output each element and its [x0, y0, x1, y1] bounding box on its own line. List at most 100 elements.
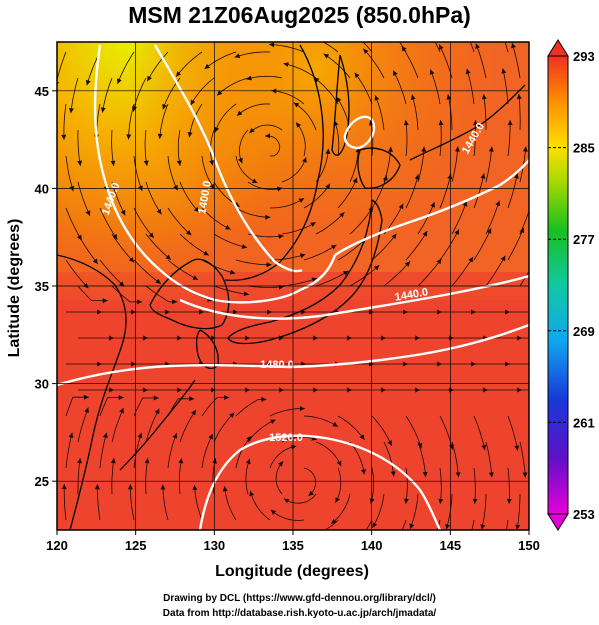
- streamline: [268, 44, 305, 53]
- streamline-arrow: [308, 490, 314, 496]
- streamline: [283, 493, 317, 504]
- streamline: [77, 407, 89, 443]
- streamline-arrow: [359, 434, 365, 440]
- colorbar-tick-label-253: 253: [573, 507, 595, 522]
- streamline: [269, 197, 305, 209]
- streamline: [57, 51, 67, 82]
- x-tick-label-130: 130: [203, 538, 225, 553]
- streamline: [213, 412, 235, 443]
- hokkaido: [357, 147, 401, 189]
- streamline-arrow: [455, 472, 461, 478]
- contour-1440-west: [93, 44, 337, 304]
- streamline-arrow: [454, 229, 459, 235]
- streamline: [102, 77, 113, 113]
- streamline: [417, 146, 425, 183]
- streamline-arrow: [437, 361, 442, 367]
- streamline: [519, 441, 526, 478]
- streamline: [188, 103, 203, 138]
- y-axis: 25 30 35 40 45: [35, 84, 57, 489]
- streamline-arrow: [245, 387, 250, 393]
- streamline: [99, 259, 125, 287]
- streamline: [473, 173, 485, 209]
- streamline: [303, 244, 337, 261]
- streamline: [349, 441, 365, 475]
- streamline: [201, 207, 231, 230]
- streamline-arrow: [189, 396, 195, 402]
- streamline-arrow: [390, 546, 395, 552]
- streamline-arrow: [325, 148, 331, 154]
- streamline-arrow: [117, 78, 122, 84]
- streamline: [281, 221, 316, 235]
- streamline: [392, 70, 407, 105]
- streamline-arrow: [148, 232, 154, 238]
- streamline: [133, 259, 162, 285]
- streamline: [417, 201, 435, 235]
- streamline-arrow: [343, 270, 349, 276]
- streamline-arrow: [209, 160, 214, 166]
- streamline-arrow: [112, 233, 118, 240]
- streamline: [201, 259, 236, 274]
- streamline-arrow: [429, 69, 435, 75]
- x-axis-label: Longitude (degrees): [215, 563, 369, 580]
- streamline-arrow: [109, 335, 114, 341]
- streamline: [365, 519, 373, 530]
- streamline-arrow: [77, 160, 83, 166]
- streamline-arrow: [336, 96, 342, 103]
- streamline-arrow: [382, 175, 388, 181]
- streamline-arrow: [517, 335, 522, 341]
- streamline-arrow: [214, 126, 220, 133]
- streamline: [99, 207, 118, 240]
- streamline: [216, 77, 249, 96]
- streamline: [70, 77, 79, 114]
- streamline: [447, 94, 453, 131]
- streamline: [417, 258, 442, 287]
- streamline-arrow: [437, 309, 442, 315]
- streamline: [507, 227, 525, 261]
- streamline: [179, 181, 200, 213]
- streamline-arrow: [438, 120, 444, 126]
- streamline-arrow: [298, 198, 305, 203]
- streamline-arrow: [339, 212, 345, 218]
- streamline-arrow: [307, 533, 312, 538]
- streamline: [269, 253, 306, 261]
- streamline: [293, 102, 317, 131]
- streamline: [167, 155, 178, 191]
- streamline: [271, 90, 305, 105]
- streamline: [335, 467, 342, 503]
- streamline: [65, 259, 89, 289]
- streamline: [97, 484, 101, 521]
- streamline-arrow: [421, 146, 427, 152]
- streamline-arrow: [211, 387, 216, 393]
- streamline-arrow: [270, 419, 276, 424]
- streamline-arrow: [234, 53, 241, 59]
- streamline: [473, 415, 486, 451]
- streamline-arrow: [128, 257, 135, 263]
- streamline-arrow: [187, 132, 193, 138]
- streamline: [473, 120, 476, 157]
- streamline-arrow: [505, 361, 510, 367]
- streamline: [323, 53, 351, 79]
- streamline: [270, 509, 305, 521]
- streamline-arrow: [515, 524, 521, 530]
- streamline-arrow: [208, 433, 213, 440]
- streamline: [275, 461, 284, 495]
- streamline-arrow: [119, 281, 125, 287]
- streamline: [117, 51, 135, 85]
- streamline: [370, 467, 375, 504]
- streamline-arrow: [204, 63, 210, 69]
- streamline-arrow: [192, 275, 198, 280]
- streamline-arrow: [68, 432, 74, 438]
- streamline-arrow: [176, 71, 182, 77]
- streamline-arrow: [372, 522, 378, 528]
- streamline: [405, 415, 422, 449]
- streamline-arrow: [415, 387, 420, 393]
- streamline: [519, 146, 527, 183]
- streamline-arrow: [156, 208, 162, 215]
- streamline: [371, 233, 397, 261]
- streamline-arrow: [381, 387, 386, 393]
- streamline-arrow: [347, 335, 352, 341]
- streamline: [111, 233, 135, 263]
- streamline: [145, 285, 178, 303]
- streamline: [179, 409, 197, 443]
- streamline: [518, 93, 521, 131]
